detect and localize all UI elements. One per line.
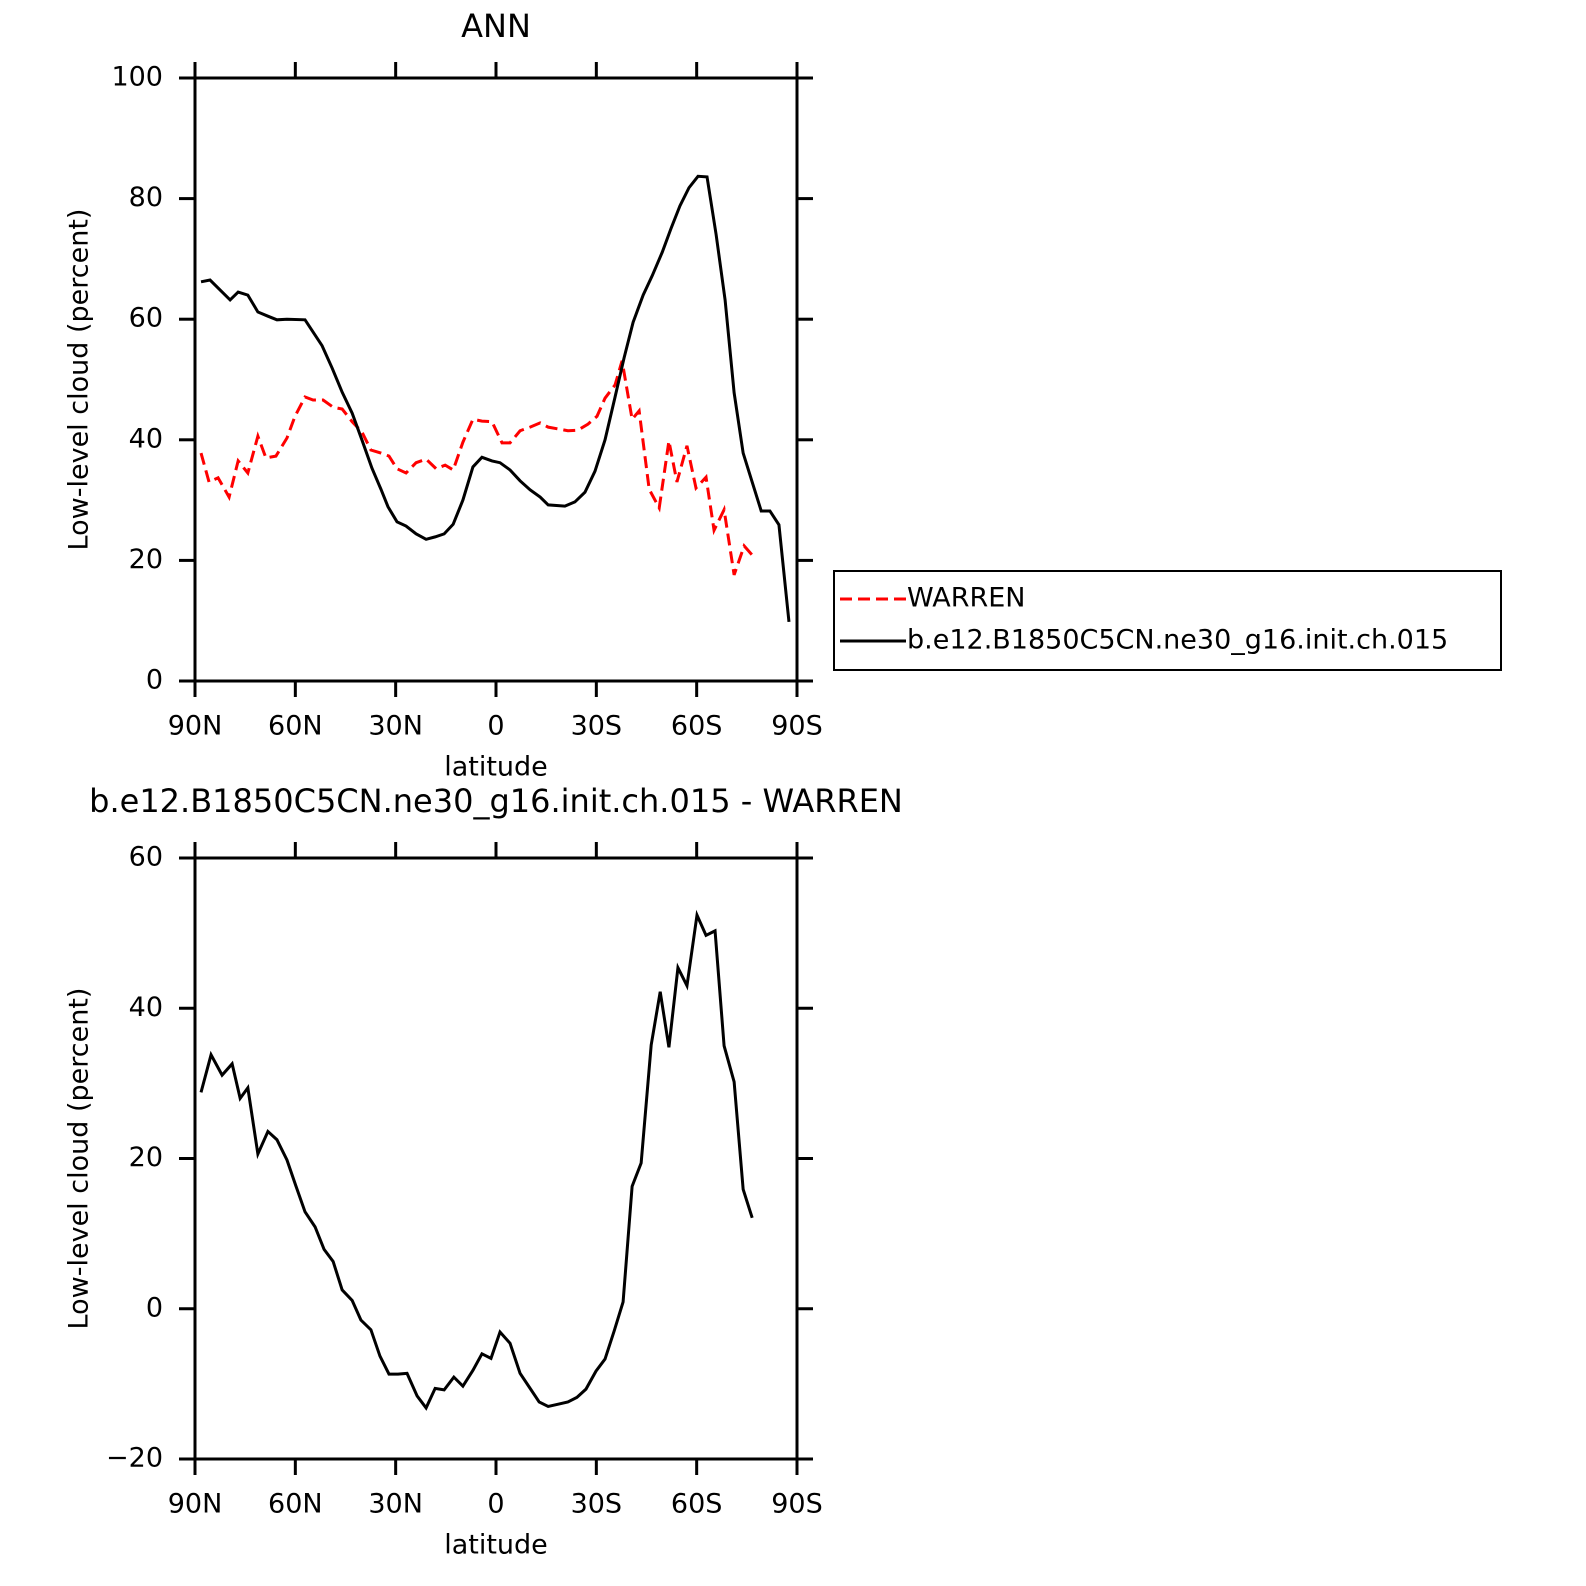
y-tick-label: 40 [129,992,163,1023]
y-tick-label: −20 [106,1443,163,1474]
x-tick-label: 60S [671,1489,723,1520]
x-tick-label: 90S [771,711,823,742]
data-line [199,909,754,1411]
y-tick-label: 20 [129,1142,163,1173]
x-tick-label: 30N [368,711,423,742]
y-tick-label: 0 [146,1292,163,1323]
x-tick-label: 60S [671,711,723,742]
chart-title: ANN [461,7,531,45]
x-tick-label: 30N [368,1489,423,1520]
y-axis-label: Low-level cloud (percent) [64,209,95,551]
y-axis-label: Low-level cloud (percent) [64,988,95,1330]
x-axis-label: latitude [444,1530,548,1561]
y-tick-label: 60 [129,303,163,334]
x-tick-label: 0 [487,711,504,742]
x-tick-label: 90N [168,1489,223,1520]
y-tick-label: 80 [129,182,163,213]
x-tick-label: 0 [487,1489,504,1520]
y-tick-label: 20 [129,544,163,575]
y-tick-label: 60 [129,842,163,873]
y-tick-label: 40 [129,423,163,454]
x-tick-label: 90S [771,1489,823,1520]
x-tick-label: 90N [168,711,223,742]
legend-label: b.e12.B1850C5CN.ne30_g16.init.ch.015 [907,625,1448,656]
x-axis-label: latitude [444,752,548,783]
legend-box [833,570,1502,671]
x-tick-label: 30S [571,1489,623,1520]
x-tick-label: 60N [268,1489,323,1520]
data-line [199,360,755,576]
data-line [200,174,791,623]
plot-frame [193,76,799,683]
chart-title: b.e12.B1850C5CN.ne30_g16.init.ch.015 - W… [89,782,903,820]
x-tick-label: 30S [571,711,623,742]
y-tick-label: 100 [111,62,163,93]
legend-label: WARREN [907,583,1025,614]
x-tick-label: 60N [268,711,323,742]
y-tick-label: 0 [146,665,163,696]
